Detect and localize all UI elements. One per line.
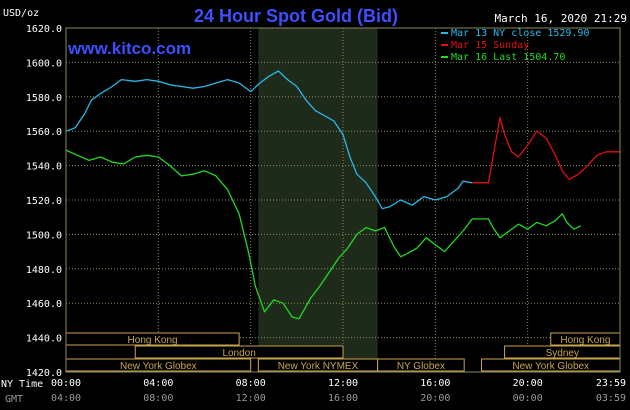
chart-title: 24 Hour Spot Gold (Bid)	[194, 6, 398, 26]
legend-entry: Mar 16 Last 1504.70	[451, 52, 565, 63]
y-tick-label: 1460.0	[26, 299, 62, 310]
session-label: New York NYMEX	[278, 361, 359, 372]
y-tick-label: 1480.0	[26, 265, 62, 276]
x-tick-label-gmt: 04:00	[51, 393, 81, 404]
x-tick-label-ny: 20:00	[513, 378, 543, 389]
y-tick-label: 1420.0	[26, 368, 62, 379]
x-tick-label-ny: 08:00	[236, 378, 266, 389]
series-line	[472, 116, 620, 184]
legend-entry: Mar 13 NY close 1529.90	[451, 28, 589, 39]
x-tick-label-ny: 12:00	[328, 378, 358, 389]
trading-sessions: Hong Kong Hong Kong London Sydney New York G…	[65, 332, 621, 372]
session-label: Hong Kong	[128, 335, 178, 346]
gmt-label: GMT	[5, 394, 23, 405]
x-tick-label-ny: 04:00	[143, 378, 173, 389]
session-label: Hong Kong	[560, 335, 610, 346]
plot-frame	[65, 27, 621, 373]
session-band	[377, 358, 465, 372]
x-tick-label-gmt: 08:00	[143, 393, 173, 404]
x-tick-label-gmt: 03:59	[596, 393, 626, 404]
y-tick-label: 1500.0	[26, 230, 62, 241]
y-tick-label: 1520.0	[26, 196, 62, 207]
y-tick-label: 1620.0	[26, 24, 62, 35]
series-line	[65, 149, 582, 320]
session-label: NY Globex	[397, 361, 445, 372]
x-tick-label-ny: 00:00	[51, 378, 81, 389]
y-tick-label: 1600.0	[26, 58, 62, 69]
session-band	[134, 345, 344, 359]
series-line	[65, 70, 473, 210]
x-tick-label-ny: 23:59	[596, 378, 626, 389]
y-tick-label: 1580.0	[26, 93, 62, 104]
ny-time-label: NY Time	[1, 379, 43, 390]
x-tick-label-ny: 16:00	[420, 378, 450, 389]
series-lines	[65, 70, 620, 320]
legend-entry: Mar 15 Sunday	[451, 40, 529, 51]
x-tick-label-gmt: 00:00	[513, 393, 543, 404]
kitco-watermark: www.kitco.com	[67, 39, 191, 58]
session-label: London	[222, 348, 255, 359]
session-label: Sydney	[546, 348, 579, 359]
axes: 1420.0 1440.0 1460.0 1480.0 1500.0 1520.0 1540…	[26, 24, 626, 404]
chart-datetime: March 16, 2020 21:29	[495, 12, 627, 25]
y-tick-label: 1560.0	[26, 127, 62, 138]
session-label: New York Globex	[512, 361, 589, 372]
x-tick-label-gmt: 20:00	[420, 393, 450, 404]
session-label: New York Globex	[120, 361, 197, 372]
y-tick-label: 1540.0	[26, 162, 62, 173]
y-tick-label: 1440.0	[26, 334, 62, 345]
x-tick-label-gmt: 12:00	[236, 393, 266, 404]
x-tick-label-gmt: 16:00	[328, 393, 358, 404]
y-unit-label: USD/oz	[3, 8, 39, 19]
